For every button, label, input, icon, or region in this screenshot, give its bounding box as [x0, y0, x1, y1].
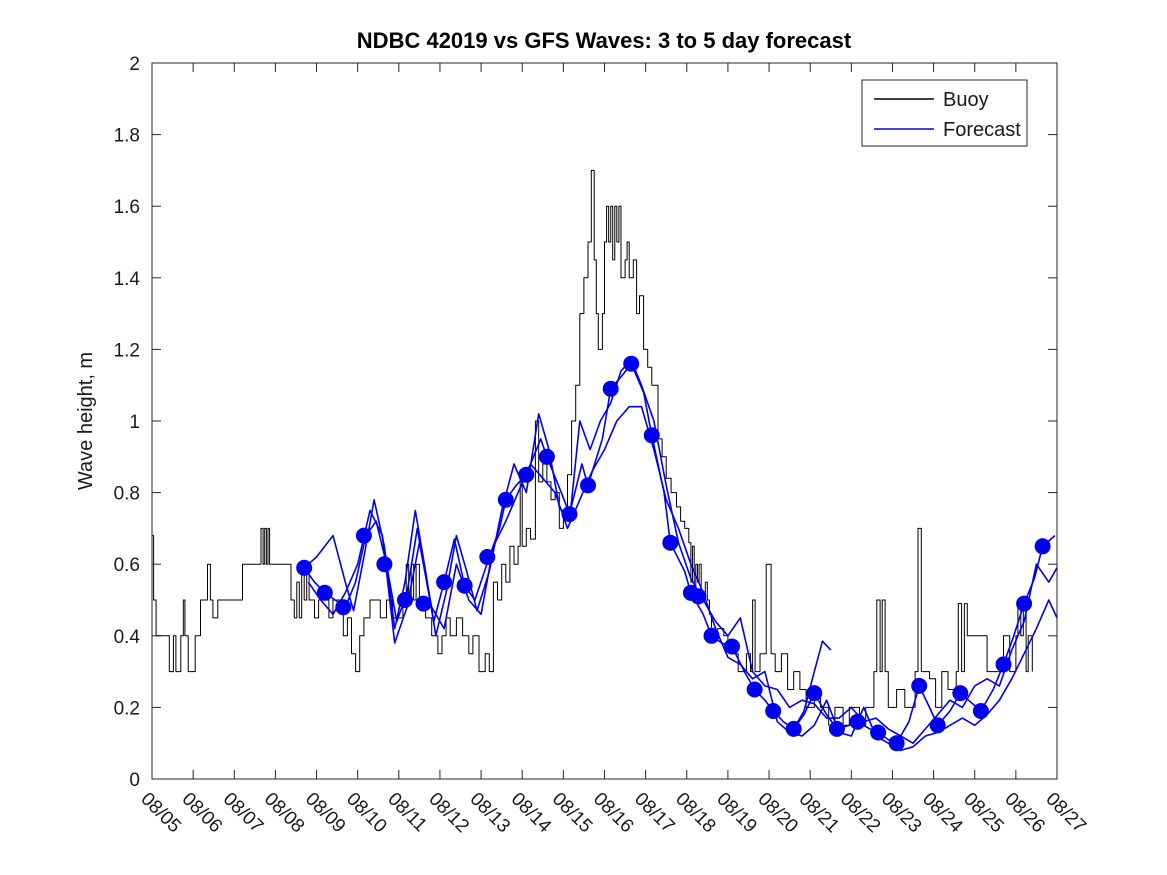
y-tick-label: 0.8 — [114, 484, 140, 505]
x-tick-label: 08/18 — [671, 789, 719, 837]
forecast-marker — [602, 380, 619, 397]
x-tick-label: 08/25 — [959, 789, 1007, 837]
x-tick-label: 08/07 — [219, 789, 267, 837]
forecast-marker — [849, 713, 866, 730]
forecast-marker — [724, 638, 740, 655]
forecast-marker — [785, 720, 802, 737]
buoy-line — [152, 169, 1033, 726]
x-tick-label: 08/05 — [136, 789, 184, 837]
x-tick-label: 08/27 — [1041, 789, 1089, 837]
forecast-marker — [580, 477, 596, 494]
forecast-marker — [538, 448, 555, 465]
forecast-marker — [746, 681, 763, 698]
x-tick-label: 08/24 — [918, 789, 967, 838]
forecast-marker — [561, 506, 578, 523]
forecast-marker — [296, 559, 313, 576]
y-tick-label: 1.8 — [114, 126, 140, 147]
x-tick-label: 08/23 — [877, 789, 925, 837]
forecast-run-2-line — [303, 359, 1058, 744]
y-tick-label: 0.6 — [114, 555, 140, 576]
x-tick-label: 08/19 — [712, 789, 760, 837]
forecast-marker — [436, 574, 453, 591]
forecast-marker — [888, 735, 905, 752]
y-tick-label: 1.4 — [114, 269, 141, 290]
forecast-marker — [397, 592, 413, 608]
forecast-marker — [828, 720, 845, 737]
x-tick-label: 08/17 — [630, 789, 678, 837]
x-tick-label: 08/12 — [424, 789, 472, 837]
forecast-marker — [765, 703, 782, 719]
forecast-marker — [355, 527, 372, 544]
forecast-marker — [415, 595, 432, 612]
x-tick-label: 08/26 — [1000, 789, 1048, 837]
x-tick-label: 08/15 — [548, 789, 596, 837]
x-tick-label: 08/08 — [260, 789, 308, 837]
x-tick-label: 08/22 — [836, 789, 884, 837]
forecast-marker — [995, 656, 1012, 673]
y-tick-label: 2 — [129, 54, 140, 75]
forecast-short-segment-line — [793, 640, 832, 730]
legend-buoy-label: Buoy — [943, 89, 989, 111]
forecast-marker — [806, 685, 823, 702]
y-tick-label: 0.2 — [114, 698, 140, 719]
forecast-marker — [518, 466, 535, 483]
forecast-run-3-line — [307, 405, 1058, 752]
forecast-marker — [335, 599, 352, 616]
x-tick-label: 08/06 — [178, 789, 226, 837]
forecast-marker — [972, 703, 989, 719]
forecast-marker — [690, 588, 707, 605]
forecast-marker — [456, 577, 473, 594]
plot-content: 08/0508/0608/0708/0808/0908/1008/1108/12… — [114, 54, 1090, 837]
forecast-marker — [952, 685, 969, 702]
x-tick-label: 08/11 — [383, 789, 430, 836]
chart-title: NDBC 42019 vs GFS Waves: 3 to 5 day fore… — [357, 28, 852, 53]
y-tick-label: 0 — [129, 770, 140, 791]
y-axis-label: Wave height, m — [75, 352, 97, 490]
forecast-marker — [623, 355, 640, 372]
x-tick-label: 08/09 — [301, 789, 349, 837]
forecast-marker — [911, 677, 928, 694]
forecast-marker — [929, 717, 946, 734]
x-tick-label: 08/20 — [754, 789, 802, 837]
y-tick-label: 1 — [129, 412, 140, 433]
forecast-marker — [1016, 595, 1033, 612]
forecast-marker — [316, 584, 333, 601]
legend-forecast-label: Forecast — [943, 119, 1021, 141]
x-tick-label: 08/13 — [466, 789, 514, 837]
y-tick-label: 1.6 — [114, 197, 140, 218]
forecast-marker — [643, 427, 660, 444]
x-tick-label: 08/16 — [589, 789, 637, 837]
forecast-marker — [662, 534, 679, 551]
y-tick-label: 1.2 — [114, 340, 140, 361]
x-tick-label: 08/14 — [507, 789, 556, 838]
forecast-marker — [1034, 538, 1051, 555]
legend: Buoy Forecast — [861, 79, 1028, 147]
forecast-marker — [497, 491, 514, 508]
y-tick-label: 0.4 — [114, 627, 141, 648]
x-tick-label: 08/10 — [342, 789, 390, 837]
forecast-marker — [870, 724, 887, 741]
legend-box — [861, 79, 1028, 147]
forecast-marker — [703, 627, 720, 644]
forecast-marker — [479, 549, 496, 565]
forecast-marker — [376, 556, 393, 573]
x-tick-label: 08/21 — [795, 789, 843, 837]
